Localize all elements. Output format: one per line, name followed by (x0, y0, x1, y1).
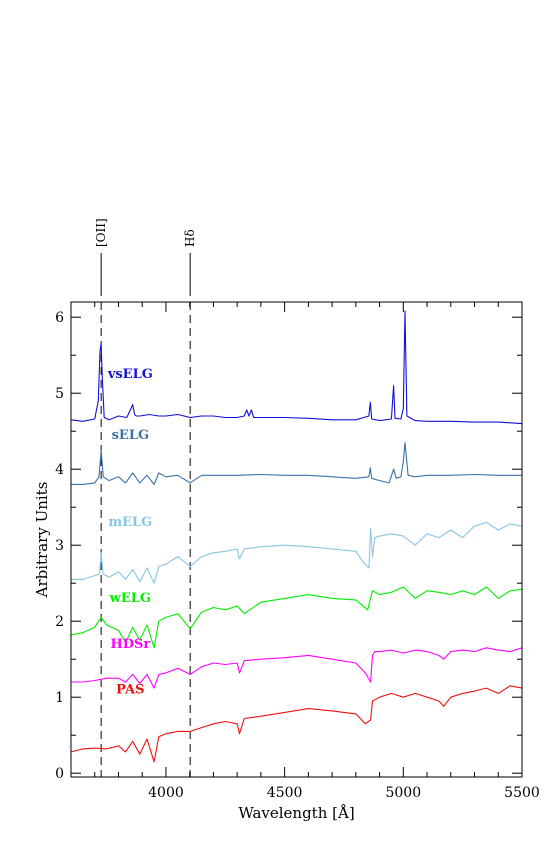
series-line-mELG (71, 521, 523, 584)
x-tick-label: 4000 (148, 785, 184, 801)
y-tick-label: 6 (55, 310, 64, 326)
x-tick-label: 4500 (267, 785, 303, 801)
x-tick-label: 5000 (385, 785, 421, 801)
series-label-sELG: sELG (112, 428, 149, 443)
series-line-vsELG (70, 310, 523, 425)
y-tick-label: 1 (55, 690, 64, 706)
x-tick-label: 5500 (504, 785, 540, 801)
y-tick-label: 3 (55, 538, 64, 554)
series-label-PAS: PAS (116, 682, 144, 697)
y-axis-title: Arbitrary Units (33, 482, 51, 599)
series-line-wELG (70, 586, 523, 649)
x-axis-title: Wavelength [Å] (238, 804, 354, 822)
y-axis: 0 1 2 3 4 5 6 (55, 310, 522, 782)
series-line-sELG (71, 442, 522, 485)
x-axis: 4000 4500 5000 5500 (94, 302, 540, 801)
series-line-HDSr (71, 647, 523, 689)
plot-frame (70, 301, 523, 778)
reference-lines: [OII] Hδ (94, 218, 197, 777)
reference-line-label-0: [OII] (94, 218, 108, 247)
series-layer: vsELG sELG mELG wELG HDSr PAS (70, 310, 523, 763)
series-label-vsELG: vsELG (107, 367, 153, 382)
y-tick-label: 2 (55, 614, 64, 630)
series-label-HDSr: HDSr (110, 637, 150, 652)
series-label-mELG: mELG (108, 515, 152, 530)
series-label-wELG: wELG (109, 591, 151, 606)
y-tick-label: 0 (55, 766, 64, 782)
reference-line-label-1: Hδ (183, 229, 197, 247)
series-line-PAS (70, 685, 523, 763)
y-tick-label: 5 (55, 386, 64, 402)
y-tick-label: 4 (55, 462, 64, 478)
